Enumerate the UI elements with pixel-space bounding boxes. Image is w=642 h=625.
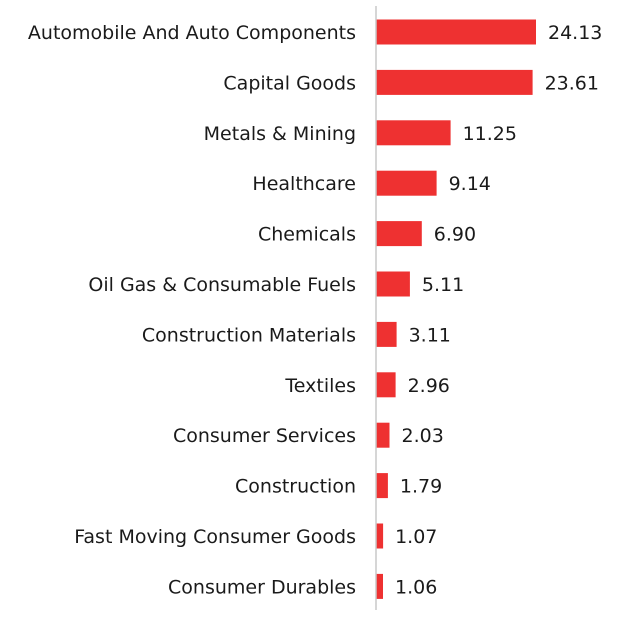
value-label-9: 1.79 bbox=[400, 476, 442, 498]
value-label-5: 5.11 bbox=[422, 274, 464, 296]
category-labels-group: Automobile And Auto Components Capital Go… bbox=[28, 22, 356, 598]
category-label-11: Consumer Durables bbox=[168, 576, 356, 598]
bar-4 bbox=[376, 221, 422, 247]
value-label-3: 9.14 bbox=[449, 173, 491, 195]
value-label-8: 2.03 bbox=[402, 425, 444, 447]
bar-2 bbox=[376, 120, 451, 146]
bar-3 bbox=[376, 170, 437, 196]
value-label-0: 24.13 bbox=[548, 22, 602, 44]
bar-11 bbox=[376, 573, 383, 599]
bar-6 bbox=[376, 321, 397, 347]
category-label-3: Healthcare bbox=[252, 173, 356, 195]
category-label-4: Chemicals bbox=[258, 224, 356, 246]
category-label-6: Construction Materials bbox=[142, 324, 356, 346]
category-label-5: Oil Gas & Consumable Fuels bbox=[88, 274, 356, 296]
bars-group bbox=[376, 19, 536, 599]
category-label-7: Textiles bbox=[284, 375, 356, 397]
bar-5 bbox=[376, 271, 410, 297]
bar-7 bbox=[376, 372, 396, 398]
bar-9 bbox=[376, 473, 388, 499]
value-label-10: 1.07 bbox=[395, 526, 437, 548]
value-label-4: 6.90 bbox=[434, 224, 476, 246]
category-label-8: Consumer Services bbox=[173, 425, 356, 447]
category-label-2: Metals & Mining bbox=[204, 123, 356, 145]
bar-1 bbox=[376, 69, 533, 95]
value-label-2: 11.25 bbox=[463, 123, 517, 145]
bar-0 bbox=[376, 19, 536, 45]
value-labels-group: 24.13 23.61 11.25 9.14 6.90 5.11 3.11 2.96 2.03 1… bbox=[395, 22, 602, 598]
value-label-6: 3.11 bbox=[409, 324, 451, 346]
category-label-1: Capital Goods bbox=[223, 72, 356, 94]
bar-10 bbox=[376, 523, 384, 549]
bar-8 bbox=[376, 422, 390, 448]
category-label-0: Automobile And Auto Components bbox=[28, 22, 356, 44]
category-label-9: Construction bbox=[235, 476, 356, 498]
value-label-11: 1.06 bbox=[395, 576, 437, 598]
value-label-7: 2.96 bbox=[408, 375, 450, 397]
value-label-1: 23.61 bbox=[545, 72, 599, 94]
category-label-10: Fast Moving Consumer Goods bbox=[74, 526, 356, 548]
